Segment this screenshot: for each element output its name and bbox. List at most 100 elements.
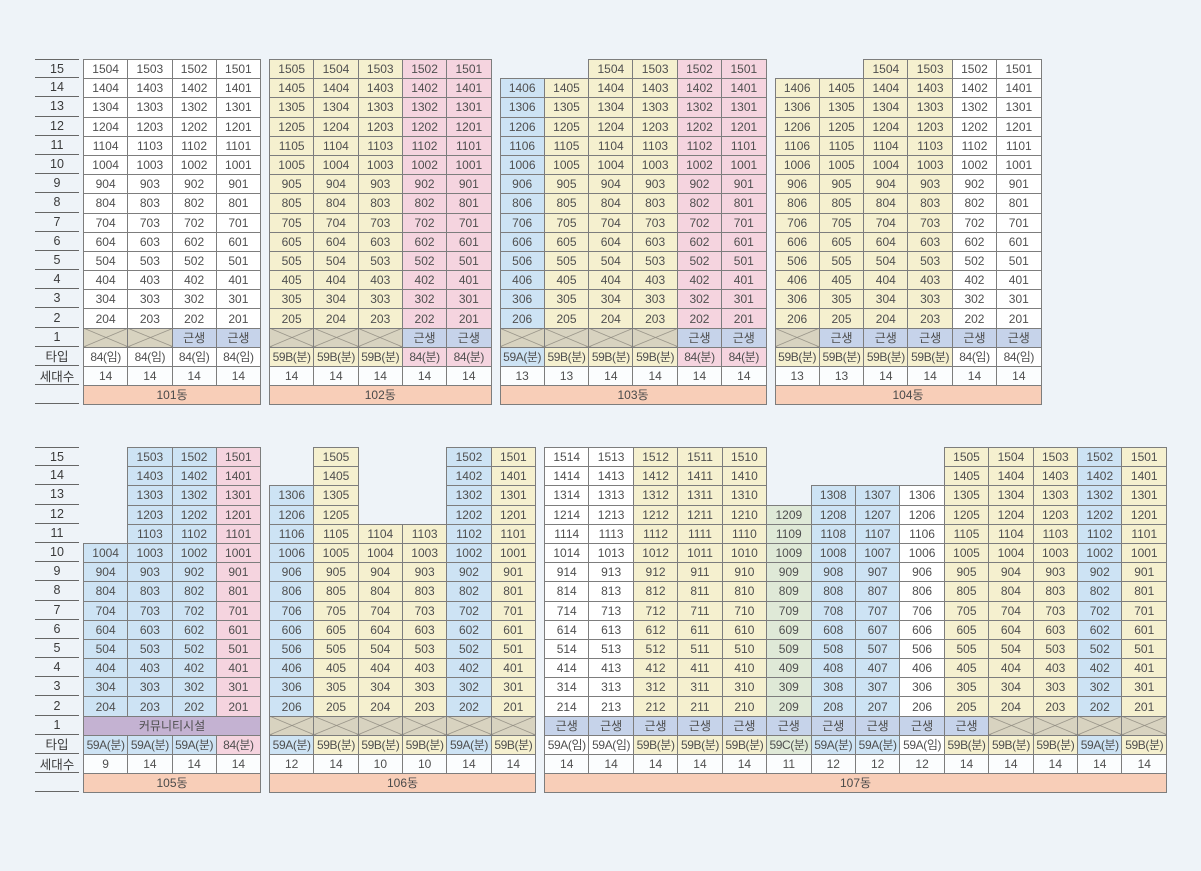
unit-cell-107동-1210: 1210 (721, 504, 768, 525)
floor-row-7: 705 704 703 702 701 (268, 212, 492, 233)
unit-cell-101동-601: 601 (215, 231, 262, 252)
type-row: 59A(분) 59B(분) 59B(분) 59B(분) 84(분) 84(분) (499, 346, 767, 368)
unit-cell-103동-1502: 1502 (676, 58, 723, 80)
units-count-cell: 14 (588, 753, 634, 775)
unit-cell-107동-203: 203 (1032, 696, 1079, 717)
unit-cell-101동-1104: 1104 (82, 135, 129, 156)
unit-cell-107동-1111: 1111 (677, 523, 723, 544)
unit-cell-104동-503: 503 (907, 250, 953, 272)
unit-cell-103동-404: 404 (588, 270, 634, 291)
unit-cell-107동-806: 806 (899, 581, 945, 602)
unit-cell-103동-606: 606 (499, 231, 545, 252)
unit-cell-103동-1504: 1504 (588, 58, 634, 80)
unit-cell-107동-914: 914 (543, 562, 590, 583)
unit-cell-106동-1502: 1502 (446, 446, 492, 468)
unit-cell-105동-302: 302 (171, 677, 217, 698)
floor-label-3: 3 (35, 289, 79, 309)
ground-floor-row: 근생 근생 근생 근생 근생 (774, 327, 1042, 348)
floor-row-12: 1205 1204 1203 1202 1201 (268, 116, 492, 137)
unit-cell-104동-306: 306 (774, 289, 820, 310)
floor-label-8: 8 (35, 581, 79, 601)
unit-cell-104동-206: 206 (774, 308, 820, 329)
unit-cell-101동-1001: 1001 (215, 154, 262, 176)
unit-cell-105동-303: 303 (127, 677, 173, 698)
unit-cell-106동-806: 806 (268, 581, 315, 602)
units-count-cell: 12 (268, 753, 315, 775)
floor-row-5: 505 504 503 502 501 (268, 250, 492, 272)
type-cell: 59A(임) (543, 734, 590, 756)
unit-cell-106동-1006: 1006 (268, 542, 315, 564)
unit-cell-107동-809: 809 (766, 581, 812, 602)
unit-cell-107동-713: 713 (588, 600, 634, 621)
unit-cell-101동-1304: 1304 (82, 97, 129, 118)
unit-cell-101동-1203: 1203 (127, 116, 173, 137)
unit-cell-107동-1013: 1013 (588, 542, 634, 564)
unit-cell-104동-1001: 1001 (996, 154, 1042, 176)
floor-row-4: 405 404 403 402 401 (268, 270, 492, 291)
unit-cell-101동-804: 804 (82, 193, 129, 214)
floor-label-15: 15 (35, 59, 79, 79)
type-cell: 84(임) (996, 346, 1042, 368)
unit-cell-107동-1103: 1103 (1032, 523, 1079, 544)
type-cell: 59B(분) (677, 734, 723, 756)
floor-row-11: 1114 1113 1112 1111 1110 1109 1108 1107 1106 1105… (543, 523, 1167, 544)
unit-cell-102동-501: 501 (446, 250, 492, 272)
floor-row-13: 1314 1313 1312 1311 1310 1308 1307 1306 1305 1304… (543, 485, 1167, 506)
units-count-row: 14 14 14 14 14 11 12 12 12 14 14 14 14 14 (543, 753, 1167, 775)
building-table-104동: 1504 1503 1502 1501 1406 1405 1404 1403 1402 1401… (774, 58, 1042, 406)
type-cell: 59A(분) (1077, 734, 1123, 756)
unit-cell-106동-802: 802 (446, 581, 492, 602)
floor-row-3: 306 305 304 303 302 301 (499, 289, 767, 310)
unit-cell-107동-1505: 1505 (943, 446, 990, 468)
blocked-cell (543, 327, 590, 348)
unit-cell-104동-1102: 1102 (951, 135, 998, 156)
unit-cell-102동-1203: 1203 (357, 116, 403, 137)
unit-cell-104동-803: 803 (907, 193, 953, 214)
unit-cell-104동-1302: 1302 (951, 97, 998, 118)
floor-row-11: 1106 1105 1104 1103 1102 1101 (268, 523, 537, 544)
geunsaeng-cell: 근생 (215, 327, 262, 348)
unit-cell-102동-1103: 1103 (357, 135, 403, 156)
units-count-cell: 14 (171, 753, 217, 775)
unit-cell-107동-301: 301 (1121, 677, 1167, 698)
floor-row-9: 914 913 912 911 910 909 908 907 906 905 904 903 902 9… (543, 562, 1167, 583)
unit-cell-105동-202: 202 (171, 696, 217, 717)
unit-cell-107동-205: 205 (943, 696, 990, 717)
unit-cell-102동-904: 904 (313, 174, 359, 195)
geunsaeng-cell: 근생 (766, 715, 812, 736)
unit-cell-102동-1001: 1001 (446, 154, 492, 176)
unit-cell-107동-712: 712 (632, 600, 679, 621)
unit-cell-103동-204: 204 (588, 308, 634, 329)
empty-cell (855, 467, 899, 486)
unit-cell-106동-206: 206 (268, 696, 315, 717)
unit-cell-101동-603: 603 (127, 231, 173, 252)
unit-cell-104동-601: 601 (996, 231, 1042, 252)
unit-cell-107동-608: 608 (810, 619, 856, 640)
blocked-cell (1121, 715, 1167, 736)
unit-cell-105동-603: 603 (127, 619, 173, 640)
unit-cell-105동-803: 803 (127, 581, 173, 602)
unit-cell-101동-704: 704 (82, 212, 129, 233)
unit-cell-102동-304: 304 (313, 289, 359, 310)
unit-cell-105동-1203: 1203 (127, 504, 173, 525)
unit-cell-107동-906: 906 (899, 562, 945, 583)
unit-cell-103동-505: 505 (543, 250, 590, 272)
floor-row-8: 804 803 802 801 (82, 193, 262, 214)
floor-row-4: 406 405 404 403 402 401 (499, 270, 767, 291)
units-count-cell: 12 (854, 753, 901, 775)
unit-cell-102동-1502: 1502 (401, 58, 448, 80)
type-cell: 59B(분) (818, 346, 865, 368)
type-cell: 59B(분) (588, 346, 634, 368)
unit-cell-107동-706: 706 (899, 600, 945, 621)
unit-cell-102동-704: 704 (313, 212, 359, 233)
floor-row-6: 614 613 612 611 610 609 608 607 606 605 604 603 602 6… (543, 619, 1167, 640)
unit-cell-104동-1105: 1105 (818, 135, 865, 156)
floor-row-7: 706 705 704 703 702 701 (774, 212, 1042, 233)
unit-cell-105동-504: 504 (82, 638, 129, 660)
unit-cell-102동-1505: 1505 (268, 58, 315, 80)
unit-cell-107동-813: 813 (588, 581, 634, 602)
floor-row-15: 1504 1503 1502 1501 (500, 58, 767, 80)
type-row-label: 타입 (35, 347, 79, 366)
unit-cell-102동-705: 705 (268, 212, 315, 233)
unit-cell-107동-1005: 1005 (943, 542, 990, 564)
